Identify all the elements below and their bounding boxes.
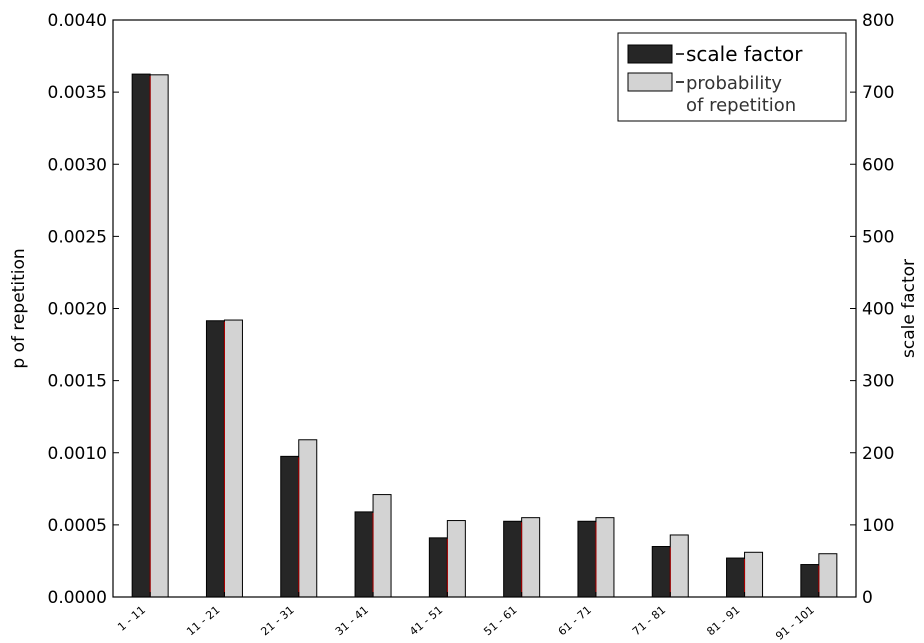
x-tick-label: 71 - 81 <box>630 603 668 638</box>
bar-scale-factor <box>205 320 225 598</box>
legend-label: scale factor <box>686 42 803 66</box>
bar-scale-factor <box>726 557 746 598</box>
left-axis-title: p of repetition <box>9 248 29 368</box>
left-tick-label: 0.0015 <box>48 372 107 392</box>
legend-label: probability <box>686 73 782 94</box>
right-tick-label: 200 <box>862 444 894 464</box>
left-tick-label: 0.0010 <box>48 444 107 464</box>
left-tick-label: 0.0040 <box>48 11 107 31</box>
x-tick-label: 31 - 41 <box>333 603 371 638</box>
bar-scale-factor <box>577 520 597 598</box>
x-tick-label: 11 - 21 <box>184 603 222 638</box>
right-tick-label: 800 <box>862 11 894 31</box>
legend-swatch-scale-factor <box>627 44 673 64</box>
left-tick-label: 0.0030 <box>48 155 107 175</box>
right-tick-label: 700 <box>862 83 894 103</box>
right-tick-label: 300 <box>862 372 894 392</box>
bar-scale-factor <box>800 564 820 598</box>
x-tick-label: 61 - 71 <box>556 603 594 638</box>
legend-label: of repetition <box>686 95 796 116</box>
bar-probability <box>669 534 689 598</box>
right-tick-label: 0 <box>862 588 873 608</box>
right-tick-label: 100 <box>862 516 894 536</box>
left-tick-label: 0.0000 <box>48 588 107 608</box>
plot-frame <box>112 19 857 598</box>
x-tick-label: 91 - 101 <box>773 603 817 643</box>
bar-scale-factor <box>354 511 374 598</box>
bar-probability <box>744 551 764 598</box>
x-tick-label: 21 - 31 <box>258 603 296 638</box>
left-tick-label: 0.0020 <box>48 300 107 320</box>
x-tick-label: 41 - 51 <box>407 603 445 638</box>
right-tick-label: 500 <box>862 227 894 247</box>
bar-probability <box>223 319 243 598</box>
right-tick-label: 600 <box>862 155 894 175</box>
bar-probability <box>298 439 318 598</box>
legend-swatch-probability <box>627 72 673 92</box>
right-tick-label: 400 <box>862 300 894 320</box>
bar-scale-factor <box>428 537 448 598</box>
left-tick-label: 0.0035 <box>48 83 107 103</box>
bar-scale-factor <box>131 73 151 598</box>
x-tick-label: 51 - 61 <box>481 603 519 638</box>
bar-probability <box>149 74 169 598</box>
bar-probability <box>595 517 615 598</box>
bar-scale-factor <box>280 455 300 598</box>
bar-probability <box>818 553 838 598</box>
left-tick-label: 0.0025 <box>48 227 107 247</box>
right-axis-title: scale factor <box>899 259 919 358</box>
x-tick-label: 81 - 91 <box>704 603 742 638</box>
bar-probability <box>521 517 541 598</box>
bar-scale-factor <box>503 520 523 598</box>
bar-scale-factor <box>651 546 671 598</box>
x-tick-label: 1 - 11 <box>115 603 148 634</box>
bar-probability <box>446 520 466 598</box>
bar-probability <box>372 494 392 598</box>
left-tick-label: 0.0005 <box>48 516 107 536</box>
